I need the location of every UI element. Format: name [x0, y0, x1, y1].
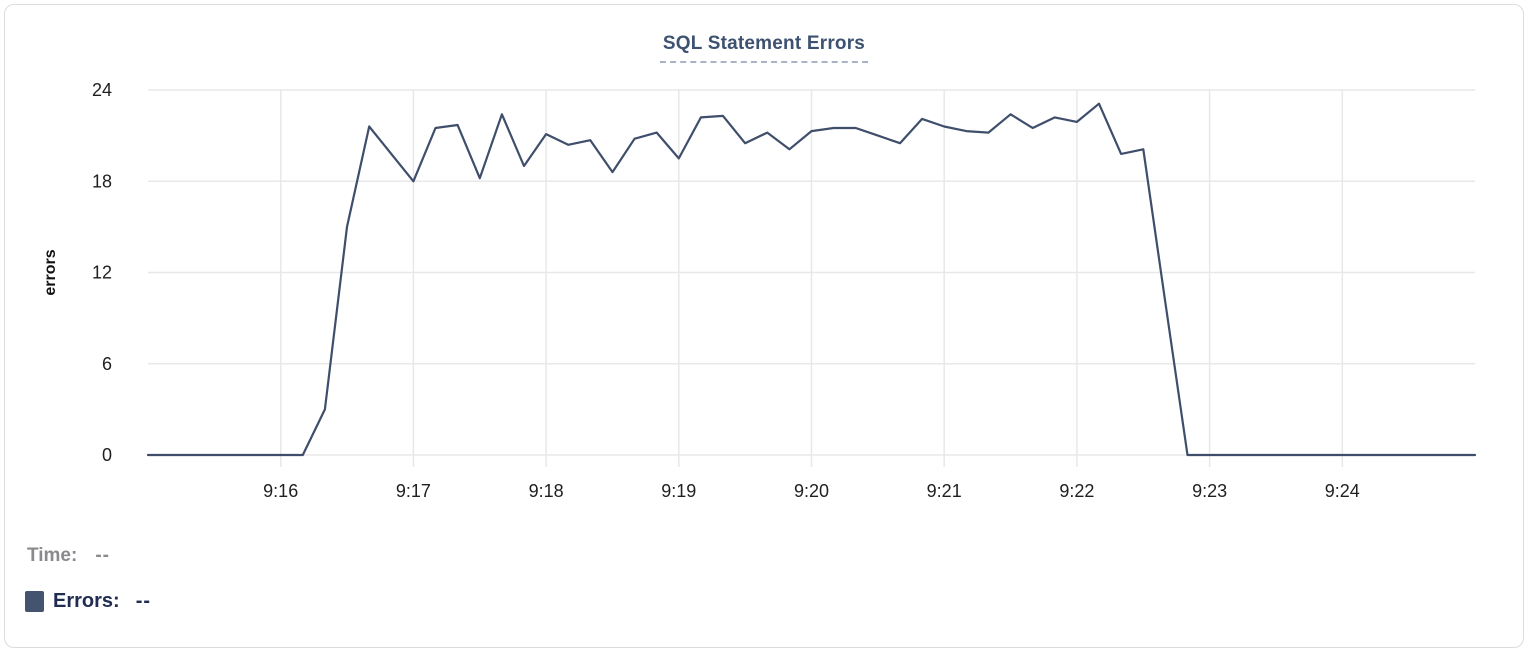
x-tick-label: 9:20: [794, 481, 829, 501]
chart-header: SQL Statement Errors: [5, 33, 1523, 63]
errors-series-swatch: [25, 591, 44, 612]
x-tick-label: 9:19: [661, 481, 696, 501]
legend-errors-row: Errors: --: [25, 590, 151, 613]
chart-title[interactable]: SQL Statement Errors: [660, 33, 868, 63]
x-tick-label: 9:22: [1059, 481, 1094, 501]
x-tick-label: 9:24: [1325, 481, 1360, 501]
x-tick-label: 9:17: [396, 481, 431, 501]
legend-time-label: Time:: [27, 545, 77, 567]
chart-card: SQL Statement Errors 0 6 12 18 24 9:16 9:17 9:1…: [4, 4, 1524, 648]
legend-errors-value: --: [136, 590, 151, 613]
y-tick-label: 12: [92, 263, 112, 283]
x-tick-label: 9:16: [263, 481, 298, 501]
y-tick-label: 18: [92, 171, 112, 191]
x-tick-label: 9:23: [1192, 481, 1227, 501]
x-tick-label: 9:18: [529, 481, 564, 501]
legend-errors-label: Errors:: [53, 590, 120, 613]
legend-time-value: --: [95, 545, 110, 567]
y-axis-label: errors: [42, 249, 59, 295]
sql-statement-errors-chart[interactable]: 0 6 12 18 24 9:16 9:17 9:18 9:19 9:20 9:21 9:22 9:23…: [5, 5, 1528, 657]
y-tick-label: 0: [102, 445, 112, 465]
x-tick-label: 9:21: [927, 481, 962, 501]
y-tick-label: 6: [102, 354, 112, 374]
y-tick-label: 24: [92, 80, 112, 100]
legend-time-row: Time: --: [27, 545, 110, 567]
